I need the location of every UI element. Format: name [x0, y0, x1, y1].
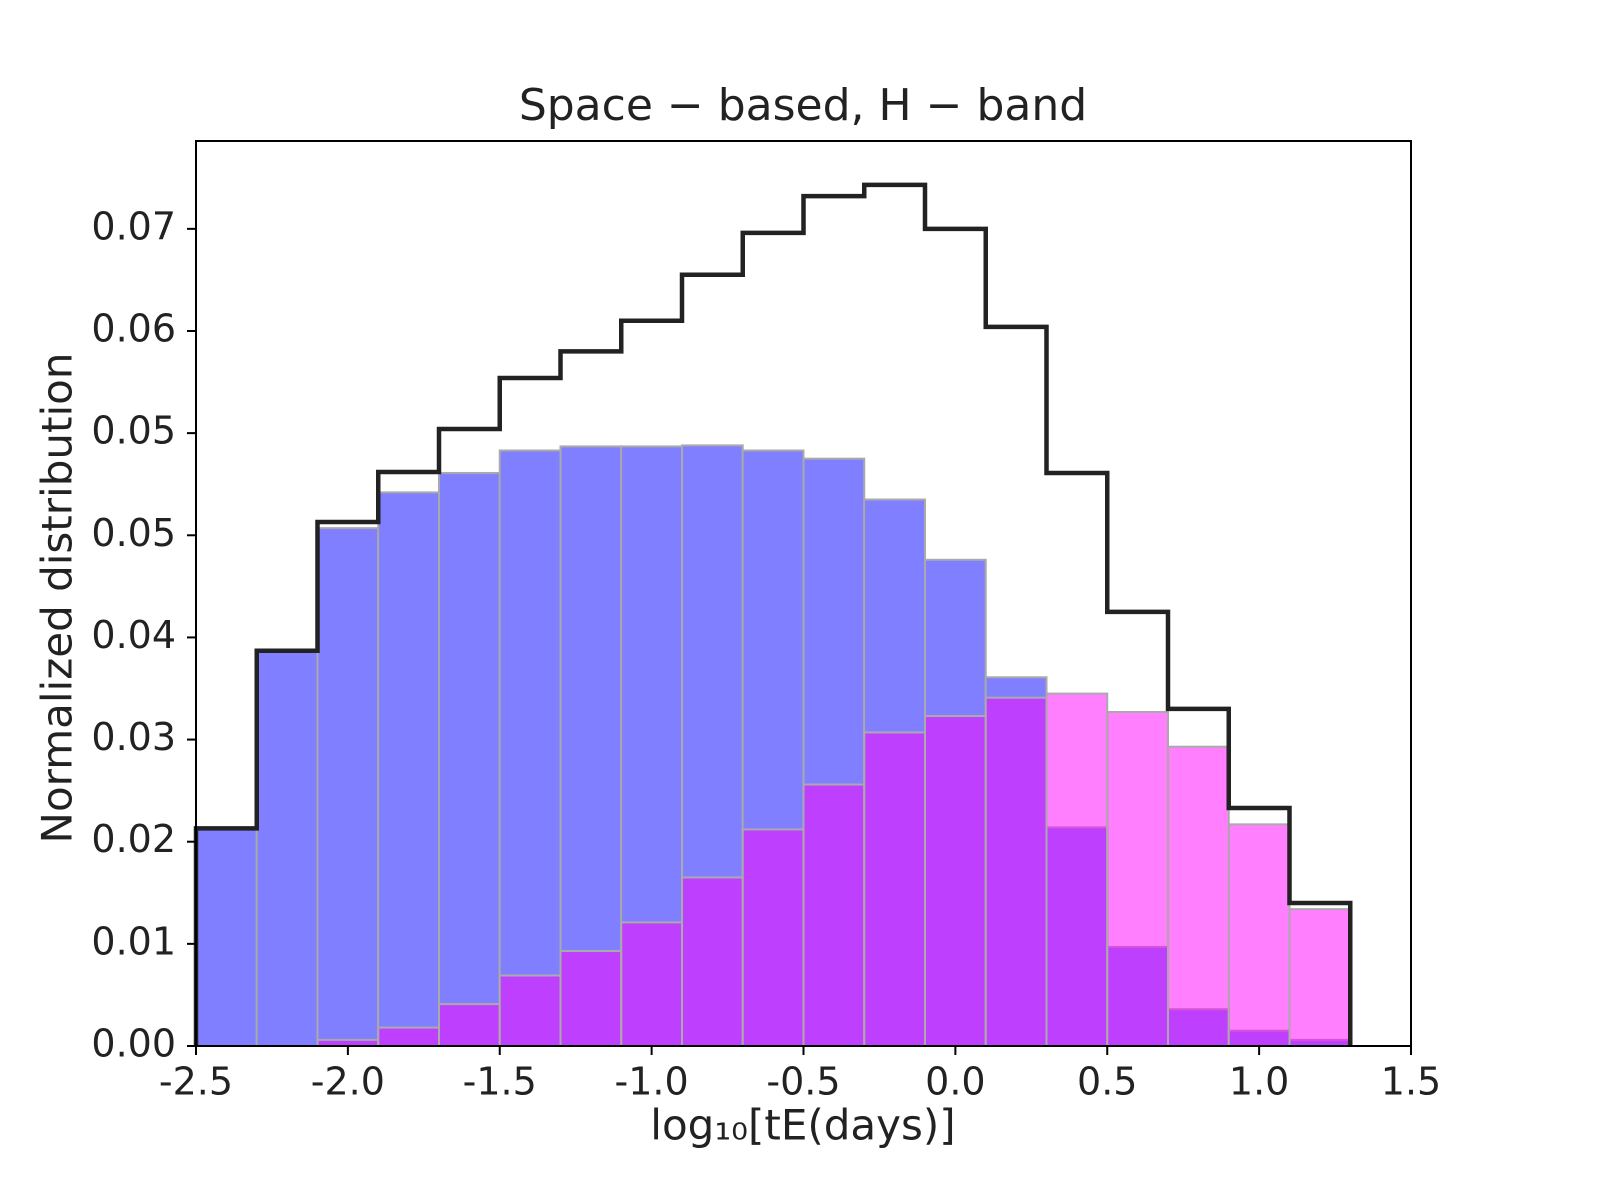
y-tick-label: 0.07: [91, 204, 176, 248]
x-tick-label: -2.5: [159, 1060, 233, 1104]
x-tick-label: -0.5: [766, 1060, 840, 1104]
histogram-bar: [924, 715, 987, 1047]
histogram-bar: [377, 491, 440, 1048]
histogram-bar: [741, 828, 805, 1048]
histogram-bar: [498, 449, 562, 1047]
y-tick-label: 0.05: [91, 409, 176, 453]
histogram-bar: [1106, 710, 1169, 1048]
histogram-bar: [863, 731, 926, 1048]
histogram-bar: [681, 876, 744, 1047]
x-tick-label: -1.0: [615, 1060, 689, 1104]
y-tick-label: 0.00: [91, 1022, 176, 1066]
histogram-bar: [559, 445, 623, 1047]
histogram-bar: [1167, 745, 1230, 1047]
histogram-bar: [620, 921, 683, 1048]
histogram-bar: [559, 950, 623, 1047]
y-tick-label: 0.01: [91, 919, 176, 963]
chart-title: Space − based, H − band: [519, 80, 1087, 131]
histogram-bar: [1288, 908, 1352, 1047]
histogram-bar: [316, 527, 380, 1047]
y-tick-label: 0.04: [91, 613, 176, 657]
y-tick-label: 0.05: [91, 511, 176, 555]
histogram-bar: [498, 974, 562, 1048]
histogram-bar: [984, 696, 1048, 1048]
histogram-bar: [802, 783, 866, 1047]
histogram-bar: [255, 650, 319, 1047]
histogram-bar: [438, 471, 501, 1047]
histogram-bar: [377, 1026, 440, 1048]
x-tick-label: 0.5: [1077, 1060, 1137, 1104]
histogram-bar: [1227, 823, 1291, 1047]
x-tick-label: -1.5: [463, 1060, 537, 1104]
x-tick-label: 1.5: [1381, 1060, 1441, 1104]
step-outline: [193, 182, 1353, 1046]
x-axis-label: log₁₀[tE(days)]: [650, 1101, 955, 1150]
x-tick-label: 0.0: [925, 1060, 985, 1104]
y-tick-label: 0.03: [91, 715, 176, 759]
histogram-bar: [1045, 692, 1109, 1047]
y-axis-label: Normalized distribution: [33, 353, 82, 844]
histogram-bar: [195, 827, 258, 1047]
y-tick-label: 0.02: [91, 817, 176, 861]
y-tick-label: 0.06: [91, 306, 176, 350]
x-tick-label: 1.0: [1229, 1060, 1289, 1104]
x-tick-label: -2.0: [311, 1060, 385, 1104]
histogram-bar: [438, 1003, 501, 1048]
